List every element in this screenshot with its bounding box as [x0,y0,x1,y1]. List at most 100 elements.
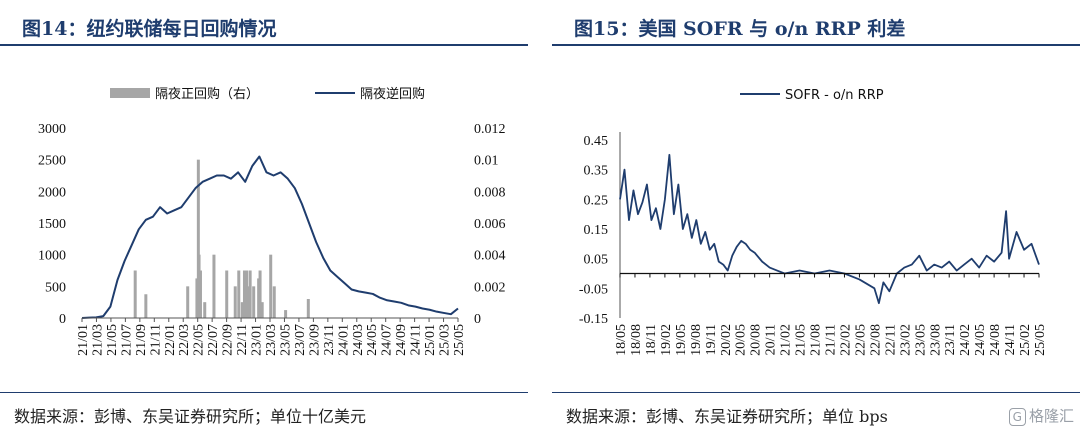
bar-overnight-repo [240,302,244,318]
right-figure-title: 图15：美国 SOFR 与 o/n RRP 利差 [574,18,906,40]
bar-overnight-repo [248,270,252,318]
bar-overnight-repo [133,270,137,318]
x-tick-label: 22/05 [192,324,207,356]
x-tick-label: 23/02 [898,324,913,356]
x-tick-label: 18/11 [644,324,659,355]
left-title-rule [0,44,528,46]
x-tick-label: 25/02 [1018,324,1033,356]
x-tick-label: 25/05 [452,324,467,356]
x-tick-label: 21/08 [809,324,824,356]
x-tick-label: 22/11 [235,324,250,355]
y-tick-label: -0.15 [579,312,608,327]
x-tick-label: 21/07 [119,324,134,356]
legend-label-repo: 隔夜正回购（右） [155,86,259,102]
x-tick-label: 23/01 [250,324,265,356]
x-tick-label: 21/09 [134,324,149,356]
y-left-tick-label: 0 [59,312,66,327]
legend-label-rrp: 隔夜逆回购 [360,86,425,102]
x-tick-label: 23/11 [943,324,958,355]
right-figure-panel: 图15：美国 SOFR 与 o/n RRP 利差 SOFR - o/n RRP -… [552,0,1080,434]
x-tick-label: 19/02 [659,324,674,356]
x-tick-label: 22/11 [883,324,898,355]
x-tick-label: 19/05 [674,324,689,356]
bar-overnight-repo [306,299,310,318]
legend-label-spread: SOFR - o/n RRP [785,88,884,103]
x-tick-label: 20/02 [719,324,734,356]
watermark-logo: G 格隆汇 [1008,405,1074,426]
y-right-tick-label: 0.01 [474,154,499,169]
x-tick-label: 22/08 [868,324,883,356]
bar-overnight-repo [196,159,200,318]
x-tick-label: 23/08 [928,324,943,356]
bar-overnight-repo [260,302,264,318]
bar-overnight-repo [269,254,273,318]
y-left-tick-label: 500 [45,280,66,295]
y-tick-label: -0.05 [579,282,608,297]
right-source-note: 数据来源：彭博、东吴证券研究所；单位 bps [566,407,888,426]
x-tick-label: 24/11 [409,324,424,355]
x-tick-label: 25/03 [438,324,453,356]
y-tick-label: 0.45 [584,134,609,149]
y-tick-label: 0.25 [584,193,609,208]
x-tick-label: 22/05 [853,324,868,356]
x-tick-label: 24/01 [336,324,351,356]
bar-overnight-repo [144,294,148,318]
line-overnight-rrp [81,155,459,319]
right-chart: SOFR - o/n RRP -0.15 -0.05 0.05 0.15 0.25 0.35… [579,88,1048,356]
x-tick-label: 24/02 [958,324,973,356]
x-tick-label: 18/05 [614,324,629,356]
x-tick-label: 23/03 [264,324,279,356]
x-tick-label: 25/05 [1033,324,1048,356]
left-source-rule [0,392,528,393]
y-tick-label: 0.05 [584,253,609,268]
bar-overnight-repo [233,286,237,318]
bar-overnight-repo [198,270,202,318]
x-tick-label: 23/09 [307,324,322,356]
x-tick-label: 22/07 [206,324,221,356]
y-right-tick-label: 0 [474,312,481,327]
watermark-g-icon: G [1008,408,1026,426]
x-tick-label: 21/02 [779,324,794,356]
x-tick-label: 18/08 [629,324,644,356]
bar-overnight-repo [212,254,216,318]
y-right-tick-label: 0.012 [474,122,506,137]
y-right-tick-label: 0.006 [474,217,506,232]
right-title-rule [552,44,1080,46]
x-tick-label: 19/08 [689,324,704,356]
bar-overnight-repo [252,286,256,318]
left-figure-panel: 图14：纽约联储每日回购情况 隔夜正回购（右） 隔夜逆回购 0 500 1000 1500… [0,0,528,434]
bar-overnight-repo [258,270,262,318]
x-tick-label: 22/03 [177,324,192,356]
y-right-tick-label: 0.008 [474,185,506,200]
x-tick-label: 23/11 [322,324,337,355]
bar-overnight-repo [237,270,241,318]
y-tick-label: 0.15 [584,223,609,238]
x-tick-label: 21/11 [148,324,163,355]
x-tick-label: 20/05 [734,324,749,356]
x-tick-label: 24/05 [365,324,380,356]
bar-overnight-repo [284,310,288,318]
x-tick-label: 21/11 [824,324,839,355]
x-tick-label: 22/09 [221,324,236,356]
y-tick-label: 0.35 [584,164,609,179]
x-tick-label: 19/11 [704,324,719,355]
left-chart: 隔夜正回购（右） 隔夜逆回购 0 500 1000 1500 2000 2500 3000 0 0.… [38,86,506,356]
y-right-tick-label: 0.002 [474,280,506,295]
watermark-text: 格隆汇 [1028,407,1074,425]
y-left-tick-label: 1000 [38,249,66,264]
y-left-tick-label: 3000 [38,122,66,137]
x-tick-label: 24/07 [380,324,395,356]
y-right-tick-label: 0.004 [474,249,506,264]
x-tick-label: 20/11 [764,324,779,355]
line-sofr-rrp-spread [619,153,1040,305]
x-tick-label: 24/08 [988,324,1003,356]
left-source-note: 数据来源：彭博、东吴证券研究所；单位十亿美元 [14,407,367,426]
x-tick-label: 24/03 [351,324,366,356]
bar-overnight-repo [242,270,246,318]
x-tick-label: 23/05 [278,324,293,356]
bar-overnight-repo [246,286,250,318]
x-tick-label: 25/01 [423,324,438,356]
bar-overnight-repo [203,302,207,318]
x-tick-label: 24/11 [1003,324,1018,355]
x-tick-label: 23/07 [293,324,308,356]
